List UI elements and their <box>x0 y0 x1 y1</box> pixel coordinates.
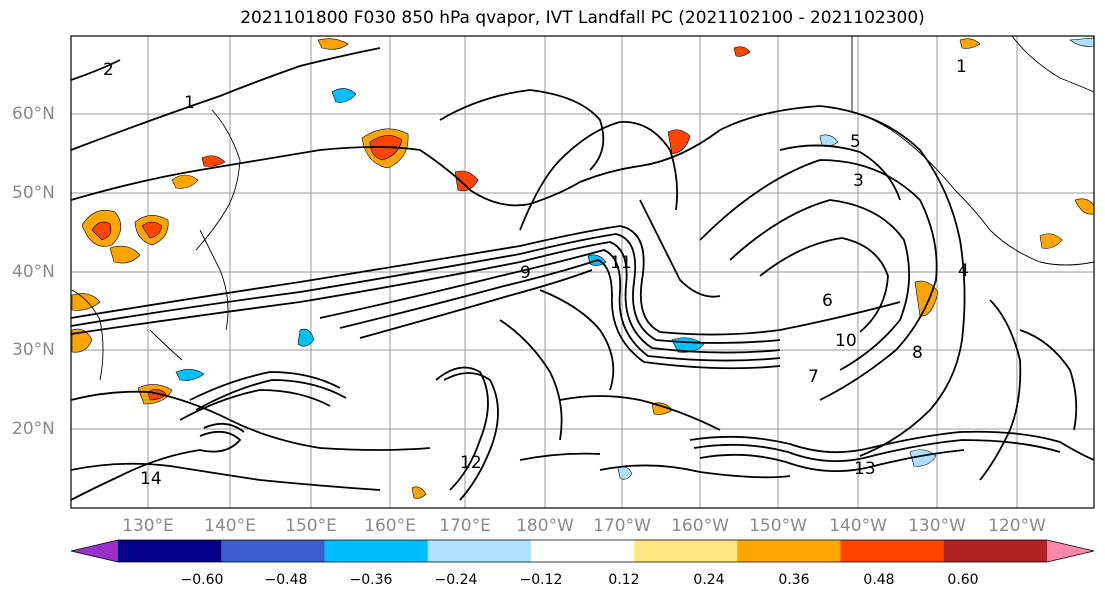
lon-label: 170°W <box>593 516 651 536</box>
map-title: 2021101800 F030 850 hPa qvapor, IVT Land… <box>240 8 925 28</box>
contour-label: 6 <box>822 291 833 311</box>
colorbar-tick-label: 0.12 <box>608 572 640 588</box>
contour-label: 8 <box>912 343 923 363</box>
colorbar-bin <box>634 540 738 562</box>
colorbar-bin <box>427 540 532 562</box>
colorbar-tick-label: 0.60 <box>947 572 979 588</box>
lon-label: 130°W <box>908 516 966 536</box>
contour-label: 9 <box>520 263 531 283</box>
lon-label: 120°W <box>988 516 1046 536</box>
colorbar-tick-label: −0.48 <box>264 572 308 588</box>
lon-label: 140°W <box>829 516 887 536</box>
contour-label: 5 <box>850 132 861 152</box>
contour-label: 14 <box>140 469 162 489</box>
lon-label: 170°E <box>439 516 491 536</box>
colorbar-bin <box>118 540 222 562</box>
lon-label: 180°W <box>516 516 574 536</box>
colorbar-tick-label: −0.60 <box>180 572 224 588</box>
colorbar-bin <box>530 540 635 562</box>
contour-label: 11 <box>610 253 632 273</box>
contour-label: 1 <box>184 93 195 113</box>
colorbar-outline <box>70 539 1095 563</box>
contour-label: 10 <box>835 331 857 351</box>
colorbar-bin <box>221 540 325 562</box>
lat-label: 50°N <box>12 183 55 203</box>
colorbar-bin <box>324 540 429 562</box>
lon-label: 160°W <box>671 516 729 536</box>
contour-label: 13 <box>854 459 876 479</box>
lon-label: 150°E <box>285 516 337 536</box>
lat-label: 40°N <box>12 262 55 282</box>
ivt-contours <box>70 47 1095 501</box>
lat-label: 60°N <box>12 104 55 124</box>
contour-label: 1 <box>956 57 967 77</box>
contour-label: 2 <box>103 60 114 80</box>
colorbar-tick-label: 0.36 <box>778 572 810 588</box>
colorbar-extend-low <box>71 540 118 562</box>
colorbar-extend-high <box>1047 540 1094 562</box>
contour-label: 7 <box>808 367 819 387</box>
colorbar-tick-label: 0.24 <box>693 572 725 588</box>
qvapor-fill-patches <box>71 37 1095 499</box>
colorbar <box>70 539 1095 563</box>
lon-label: 150°W <box>749 516 807 536</box>
colorbar-tick-label: −0.24 <box>434 572 478 588</box>
map-frame <box>70 35 1095 509</box>
lat-label: 30°N <box>12 340 55 360</box>
lat-label: 20°N <box>12 419 55 439</box>
graticule <box>71 36 1094 508</box>
contour-label: 4 <box>958 261 969 281</box>
colorbar-bin <box>840 540 945 562</box>
lon-label: 140°E <box>204 516 256 536</box>
contour-label: 3 <box>853 171 864 191</box>
colorbar-tick-label: −0.12 <box>519 572 563 588</box>
colorbar-bin <box>943 540 1048 562</box>
colorbar-tick-label: 0.48 <box>863 572 895 588</box>
contour-labels: 2 1 5 3 8 6 10 12 14 13 9 4 11 7 1 <box>103 57 969 489</box>
lon-label: 160°E <box>364 516 416 536</box>
contour-label: 12 <box>460 453 482 473</box>
colorbar-bin <box>737 540 842 562</box>
lon-label: 130°E <box>122 516 174 536</box>
colorbar-tick-label: −0.36 <box>349 572 393 588</box>
